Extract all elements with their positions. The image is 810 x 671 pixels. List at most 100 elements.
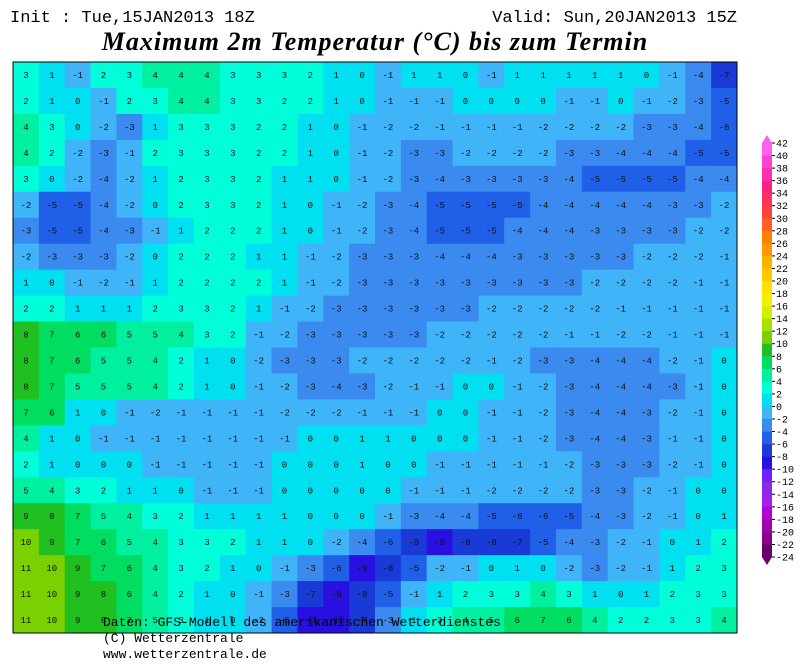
colorbar-label: -16 [776, 503, 794, 514]
value-label: -3 [305, 356, 316, 366]
field-cell [219, 529, 247, 556]
value-label: -3 [693, 97, 704, 107]
field-cell [400, 87, 428, 115]
value-label: -2 [693, 253, 704, 263]
colorbar-label: -14 [776, 491, 794, 502]
field-cell [426, 62, 454, 89]
field-cell [64, 139, 92, 167]
field-cell [685, 295, 712, 323]
field-cell [556, 477, 583, 504]
field-cell [375, 217, 402, 245]
field-cell [452, 503, 479, 530]
field-cell [581, 451, 609, 478]
value-label: 1 [385, 434, 390, 444]
value-label: -1 [357, 175, 368, 185]
field-cell [685, 581, 712, 608]
field-cell [297, 113, 324, 141]
value-label: -2 [486, 149, 497, 159]
field-cell [685, 347, 712, 374]
colorbar-label: 2 [776, 390, 782, 401]
field-cell [64, 451, 92, 478]
value-label: -3 [357, 305, 368, 315]
field-cell [323, 139, 350, 167]
field-cell [245, 581, 273, 608]
field-cell [659, 295, 686, 323]
value-label: -3 [589, 486, 600, 496]
field-cell [38, 295, 66, 323]
field-cell [245, 62, 273, 89]
field-cell [452, 399, 479, 426]
value-label: 1 [49, 71, 54, 81]
colorbar-band [762, 519, 772, 533]
field-cell [659, 62, 686, 89]
field-cell [581, 347, 609, 374]
field-cell [633, 243, 660, 271]
field-cell [90, 451, 117, 478]
value-label: -2 [486, 305, 497, 315]
value-label: 2 [178, 279, 183, 289]
field-cell [64, 477, 92, 504]
field-cell [426, 269, 454, 297]
field-cell [607, 373, 635, 400]
field-cell [297, 139, 324, 167]
field-cell [478, 347, 505, 374]
value-label: -2 [253, 616, 264, 626]
value-label: -2 [615, 564, 626, 574]
value-label: 2 [230, 331, 235, 341]
value-label: 3 [204, 331, 209, 341]
field-cell [349, 217, 376, 245]
value-label: -1 [176, 408, 187, 418]
value-label: -1 [279, 305, 290, 315]
value-label: 9 [75, 590, 80, 600]
value-label: -2 [383, 356, 394, 366]
field-cell [349, 295, 376, 323]
value-label: -5 [512, 201, 523, 211]
field-cell [633, 217, 660, 245]
field-cell [685, 113, 712, 141]
value-label: 0 [385, 486, 390, 496]
value-label: 2 [178, 590, 183, 600]
field-cell [478, 269, 505, 297]
field-cell [142, 581, 169, 608]
field-cell [13, 191, 40, 219]
field-cell [323, 217, 350, 245]
field-cell [400, 373, 428, 400]
field-cell [297, 555, 324, 582]
value-label: -1 [202, 408, 213, 418]
field-cell [581, 191, 609, 219]
value-label: -5 [434, 201, 445, 211]
value-label: -4 [615, 434, 626, 444]
field-cell [426, 139, 454, 167]
value-label: 1 [282, 279, 287, 289]
value-label: -2 [124, 201, 135, 211]
field-cell [581, 425, 609, 452]
field-cell [116, 425, 143, 452]
colorbar-band [762, 155, 772, 169]
value-label: 3 [153, 97, 158, 107]
field-cell [38, 87, 66, 115]
field-cell [375, 62, 402, 89]
field-cell [13, 399, 40, 426]
field-cell [142, 477, 169, 504]
field-cell [375, 451, 402, 478]
field-cell [271, 243, 298, 271]
field-cell [504, 555, 531, 582]
field-cell [38, 113, 66, 141]
value-label: -3 [589, 460, 600, 470]
field-cell [504, 373, 531, 400]
value-label: -1 [72, 279, 83, 289]
field-cell [271, 62, 298, 89]
value-label: 3 [230, 149, 235, 159]
field-cell [142, 243, 169, 271]
value-label: 4 [204, 97, 209, 107]
value-label: 0 [540, 97, 545, 107]
value-label: 0 [334, 434, 339, 444]
field-cell [349, 87, 376, 115]
value-label: -4 [693, 175, 704, 185]
value-label: -2 [305, 408, 316, 418]
value-label: 1 [204, 616, 209, 626]
value-label: 1 [204, 512, 209, 522]
field-cell [530, 503, 557, 530]
field-cell [504, 87, 531, 115]
field-cell [607, 451, 635, 478]
